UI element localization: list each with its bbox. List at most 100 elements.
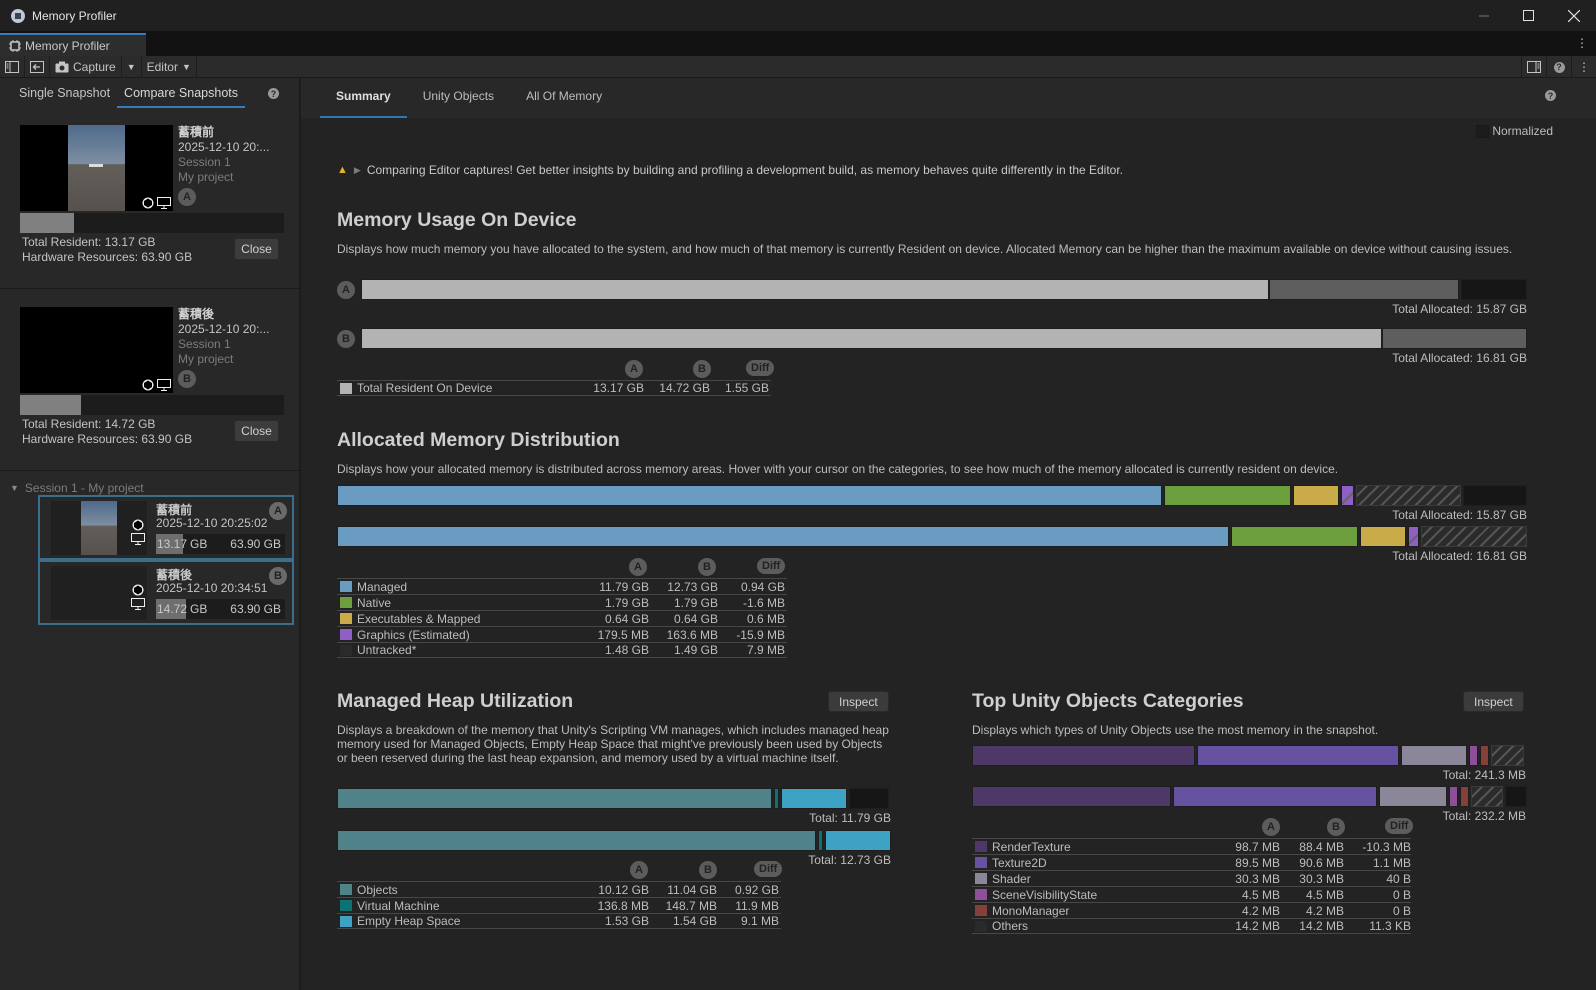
table-row[interactable]: Texture2D 89.5 MB 90.6 MB 1.1 MB	[972, 854, 1411, 870]
table-row[interactable]: Virtual Machine 136.8 MB 148.7 MB 11.9 M…	[337, 897, 781, 913]
help-icon[interactable]: ?	[1545, 90, 1556, 101]
managed-segment[interactable]	[337, 485, 1163, 506]
resident-segment[interactable]	[361, 328, 1382, 349]
table-row[interactable]: Objects 10.12 GB 11.04 GB 0.92 GB	[337, 881, 781, 897]
scenevisibilitystate-segment[interactable]	[1469, 745, 1478, 766]
managed-segment[interactable]	[337, 526, 1230, 547]
tab-summary[interactable]: Summary	[320, 78, 407, 118]
snapshot-date: 2025-12-10 20:...	[178, 140, 270, 154]
texture2d-segment[interactable]	[1173, 786, 1377, 807]
import-snapshot-button[interactable]	[25, 55, 50, 78]
table-row[interactable]: Executables & Mapped 0.64 GB 0.64 GB 0.6…	[337, 610, 787, 626]
value-diff: -1.6 MB	[742, 595, 785, 610]
help-icon[interactable]: ?	[268, 88, 279, 99]
table-row[interactable]: RenderTexture 98.7 MB 88.4 MB -10.3 MB	[972, 838, 1411, 854]
memory-usage-bar-b[interactable]	[361, 328, 1527, 349]
rendertexture-segment[interactable]	[972, 745, 1195, 766]
tab-unity-objects[interactable]: Unity Objects	[422, 89, 495, 103]
native-segment[interactable]	[1231, 526, 1358, 547]
tab-single-snapshot[interactable]: Single Snapshot	[19, 86, 111, 100]
table-row[interactable]: Untracked* 1.48 GB 1.49 GB 7.9 MB	[337, 642, 787, 658]
table-row[interactable]: Managed 11.79 GB 12.73 GB 0.94 GB	[337, 578, 787, 594]
maximize-button[interactable]	[1506, 0, 1551, 31]
divider	[0, 288, 299, 289]
others-segment[interactable]	[1491, 745, 1524, 766]
minimize-button[interactable]	[1461, 0, 1506, 31]
virtual-machine-segment[interactable]	[818, 830, 823, 851]
monomanager-segment[interactable]	[1480, 745, 1489, 766]
objects-segment[interactable]	[337, 830, 816, 851]
tab-compare-snapshots[interactable]: Compare Snapshots	[117, 78, 245, 108]
close-window-button[interactable]	[1551, 0, 1596, 31]
allocated-distribution-bar-b[interactable]	[337, 526, 1527, 547]
capture-button[interactable]: Capture	[50, 56, 121, 78]
rendertexture-segment[interactable]	[972, 786, 1171, 807]
hardware-resources-text: Hardware Resources: 63.90 GB	[22, 250, 193, 264]
expand-arrow-icon[interactable]: ▶	[353, 164, 361, 175]
tab-all-of-memory[interactable]: All Of Memory	[526, 89, 603, 103]
others-segment[interactable]	[1471, 786, 1503, 807]
executables-segment[interactable]	[1292, 485, 1339, 506]
table-row[interactable]: Shader 30.3 MB 30.3 MB 40 B	[972, 870, 1411, 886]
memory-usage-bar-a[interactable]	[361, 279, 1527, 300]
scenevisibilitystate-segment[interactable]	[1449, 786, 1458, 807]
toggle-sidebar-button[interactable]	[0, 55, 25, 78]
allocated-segment[interactable]	[1269, 279, 1460, 300]
snapshot-name: 蓄積前	[156, 503, 193, 517]
inspect-managed-heap-button[interactable]: Inspect	[828, 691, 889, 712]
snapshot-letter-badge: A	[178, 188, 196, 206]
unused-segment	[1461, 279, 1527, 300]
untracked-segment[interactable]	[1420, 526, 1527, 547]
table-row[interactable]: Total Resident On Device 13.17 GB 14.72 …	[337, 380, 771, 396]
graphics-segment[interactable]	[1407, 526, 1419, 547]
value-b: 12.73 GB	[667, 579, 718, 594]
unity-objects-bar-a[interactable]	[972, 745, 1527, 766]
memory-profiler-tab[interactable]: Memory Profiler	[0, 33, 146, 56]
table-row[interactable]: Others 14.2 MB 14.2 MB 11.3 KB	[972, 918, 1411, 934]
managed-heap-bar-a[interactable]	[337, 788, 891, 809]
toolbar-menu-button[interactable]: ⋮	[1571, 56, 1596, 78]
normalized-toggle[interactable]: Normalized	[1476, 124, 1553, 138]
value-b: 4.2 MB	[1305, 903, 1344, 918]
allocated-distribution-bar-a[interactable]	[337, 485, 1527, 506]
table-row[interactable]: Native 1.79 GB 1.79 GB -1.6 MB	[337, 594, 787, 610]
managed-heap-bar-b[interactable]	[337, 830, 891, 851]
toggle-details-panel-button[interactable]	[1521, 56, 1546, 78]
resident-segment[interactable]	[361, 279, 1270, 300]
color-swatch	[340, 597, 352, 608]
close-snapshot-b-button[interactable]: Close	[234, 420, 279, 442]
empty-heap-segment[interactable]	[825, 830, 891, 851]
help-button[interactable]: ?	[1546, 56, 1571, 78]
value-b: 1.54 GB	[672, 914, 717, 928]
tab-menu-kebab-icon[interactable]: ⋮	[1576, 36, 1588, 50]
normalized-checkbox[interactable]	[1476, 124, 1490, 138]
table-row[interactable]: MonoManager 4.2 MB 4.2 MB 0 B	[972, 902, 1411, 918]
monomanager-segment[interactable]	[1460, 786, 1469, 807]
untracked-segment[interactable]	[1355, 485, 1462, 506]
capture-options-dropdown[interactable]: ▼	[120, 55, 142, 78]
objects-segment[interactable]	[337, 788, 772, 809]
snapshot-date: 2025-12-10 20:...	[178, 322, 270, 336]
allocated-segment[interactable]	[1382, 328, 1527, 349]
table-row[interactable]: Empty Heap Space 1.53 GB 1.54 GB 9.1 MB	[337, 913, 781, 929]
inspect-unity-objects-button[interactable]: Inspect	[1463, 691, 1524, 712]
shader-segment[interactable]	[1401, 745, 1467, 766]
native-segment[interactable]	[1164, 485, 1291, 506]
executables-segment[interactable]	[1359, 526, 1406, 547]
target-selector-dropdown[interactable]: Editor ▼	[142, 55, 197, 78]
session-snapshot-item[interactable]: 蓄積前 2025-12-10 20:25:02 13.17 GB 63.90 GB…	[38, 495, 294, 560]
close-snapshot-a-button[interactable]: Close	[234, 238, 279, 260]
virtual-machine-segment[interactable]	[774, 788, 779, 809]
texture2d-segment[interactable]	[1197, 745, 1399, 766]
unity-objects-bar-b[interactable]	[972, 786, 1527, 807]
empty-heap-segment[interactable]	[781, 788, 847, 809]
value-a: 11.79 GB	[599, 579, 649, 594]
table-row[interactable]: SceneVisibilityState 4.5 MB 4.5 MB 0 B	[972, 886, 1411, 902]
graphics-segment[interactable]	[1340, 485, 1354, 506]
shader-segment[interactable]	[1379, 786, 1447, 807]
table-row[interactable]: Graphics (Estimated) 179.5 MB 163.6 MB -…	[337, 626, 787, 642]
value-a: 1.53 GB	[604, 914, 649, 928]
value-diff: 0 B	[1392, 903, 1411, 918]
session-group-header[interactable]: ▼ Session 1 - My project	[0, 478, 299, 498]
session-snapshot-item[interactable]: 蓄積後 2025-12-10 20:34:51 14.72 GB 63.90 GB…	[38, 560, 294, 625]
